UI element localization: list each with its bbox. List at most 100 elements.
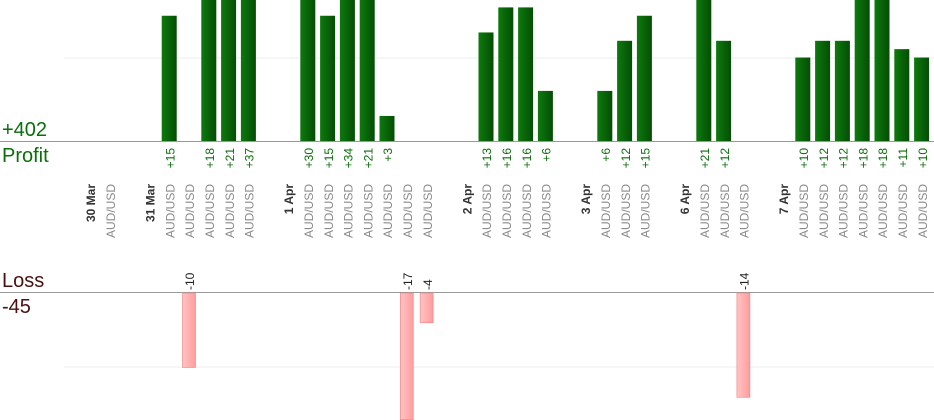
profit-value-label: +34 xyxy=(342,148,356,169)
symbol-label: AUD/USD xyxy=(797,184,811,238)
symbol-label: AUD/USD xyxy=(876,184,890,238)
symbol-label: AUD/USD xyxy=(599,184,613,238)
date-label: 1 Apr xyxy=(282,184,296,215)
symbol-label: AUD/USD xyxy=(718,184,732,238)
symbol-label: AUD/USD xyxy=(203,184,217,238)
bars xyxy=(161,0,930,420)
symbol-label: AUD/USD xyxy=(520,184,534,238)
profit-value-label: +12 xyxy=(837,148,851,169)
loss-bar xyxy=(399,292,414,420)
profit-bar xyxy=(320,15,336,141)
symbol-label: AUD/USD xyxy=(896,184,910,238)
profit-bar xyxy=(597,90,613,141)
profit-value-label: +21 xyxy=(223,148,237,169)
profit-value-label: +16 xyxy=(500,148,514,169)
profit-bar xyxy=(518,7,534,142)
profit-bar xyxy=(815,40,831,141)
profit-bar xyxy=(339,0,355,141)
profit-bar xyxy=(795,57,811,141)
symbol-label: AUD/USD xyxy=(322,184,336,238)
profit-bar xyxy=(636,15,652,141)
symbol-label: AUD/USD xyxy=(738,184,752,238)
symbol-label: AUD/USD xyxy=(540,184,554,238)
profit-bar xyxy=(854,0,870,141)
symbol-label: AUD/USD xyxy=(381,184,395,238)
profit-value-label: +13 xyxy=(480,148,494,169)
profit-value-label: +15 xyxy=(639,148,653,169)
loss-bar xyxy=(419,292,434,324)
symbol-label: AUD/USD xyxy=(183,184,197,238)
profit-value-label: +10 xyxy=(916,148,930,169)
profit-bar xyxy=(874,0,890,141)
profit-bar xyxy=(716,40,732,141)
profit-value-label: +11 xyxy=(896,148,910,168)
symbol-label: AUD/USD xyxy=(639,184,653,238)
profit-bar xyxy=(498,7,514,142)
profit-value-label: +21 xyxy=(698,148,712,169)
profit-bar xyxy=(478,32,494,142)
profit-bar xyxy=(696,0,712,141)
profit-value-label: +15 xyxy=(163,148,177,169)
symbol-label: AUD/USD xyxy=(104,184,118,238)
profit-bar xyxy=(894,49,910,141)
symbol-label: AUD/USD xyxy=(619,184,633,238)
profit-value-label: +18 xyxy=(876,148,890,169)
symbol-label: AUD/USD xyxy=(361,184,375,238)
symbol-label: AUD/USD xyxy=(223,184,237,238)
date-label: 30 Mar xyxy=(84,184,98,222)
profit-value-label: +21 xyxy=(361,148,375,169)
profit-bar xyxy=(161,15,177,141)
loss-label: Loss xyxy=(2,270,45,292)
profit-label: Profit xyxy=(2,145,49,167)
date-label: 3 Apr xyxy=(579,184,593,215)
symbol-label: AUD/USD xyxy=(302,184,316,238)
date-label: 7 Apr xyxy=(777,184,791,215)
symbol-label: AUD/USD xyxy=(817,184,831,238)
symbol-label: AUD/USD xyxy=(500,184,514,238)
profit-value-label: +12 xyxy=(718,148,732,169)
date-label: 6 Apr xyxy=(678,184,692,215)
profit-value-label: +30 xyxy=(302,148,316,169)
profit-total: +402 xyxy=(2,119,48,141)
loss-bar xyxy=(736,292,751,398)
date-label: 31 Mar xyxy=(144,184,158,222)
profit-value-label: +10 xyxy=(797,148,811,169)
symbol-label: AUD/USD xyxy=(421,184,435,238)
profit-bar xyxy=(834,40,850,141)
symbol-label: AUD/USD xyxy=(916,184,930,238)
date-label: 2 Apr xyxy=(460,184,474,215)
profit-bar xyxy=(379,115,395,141)
symbol-label: AUD/USD xyxy=(401,184,415,238)
profit-bar xyxy=(617,40,633,141)
loss-value-label: -14 xyxy=(738,272,752,290)
profit-bar xyxy=(359,0,375,141)
profit-bar xyxy=(221,0,237,141)
loss-bar xyxy=(182,292,196,368)
profit-value-label: +37 xyxy=(243,148,257,169)
symbol-label: AUD/USD xyxy=(480,184,494,238)
profit-bar xyxy=(537,90,553,141)
profit-bar xyxy=(201,0,217,141)
loss-total: -45 xyxy=(2,296,31,318)
profit-value-label: +3 xyxy=(381,148,395,162)
profit-bar xyxy=(914,57,930,141)
profit-bar xyxy=(240,0,256,141)
profit-value-label: +6 xyxy=(599,148,613,162)
axis-labels: 30 Mar AUD/USD 31 Mar AUD/USD +15 AUD/USD -10 A… xyxy=(84,148,930,290)
profit-value-label: +15 xyxy=(322,148,336,169)
symbol-label: AUD/USD xyxy=(163,184,177,238)
profit-value-label: +12 xyxy=(619,148,633,169)
profit-value-label: +16 xyxy=(520,148,534,169)
symbol-label: AUD/USD xyxy=(698,184,712,238)
loss-value-label: -17 xyxy=(401,272,415,290)
symbol-label: AUD/USD xyxy=(342,184,356,238)
loss-value-label: -4 xyxy=(421,279,435,290)
loss-value-label: -10 xyxy=(183,272,197,290)
profit-value-label: +18 xyxy=(203,148,217,169)
profit-value-label: +12 xyxy=(817,148,831,169)
profit-value-label: +6 xyxy=(540,148,554,162)
symbol-label: AUD/USD xyxy=(243,184,257,238)
symbol-label: AUD/USD xyxy=(856,184,870,238)
profit-value-label: +18 xyxy=(856,148,870,169)
